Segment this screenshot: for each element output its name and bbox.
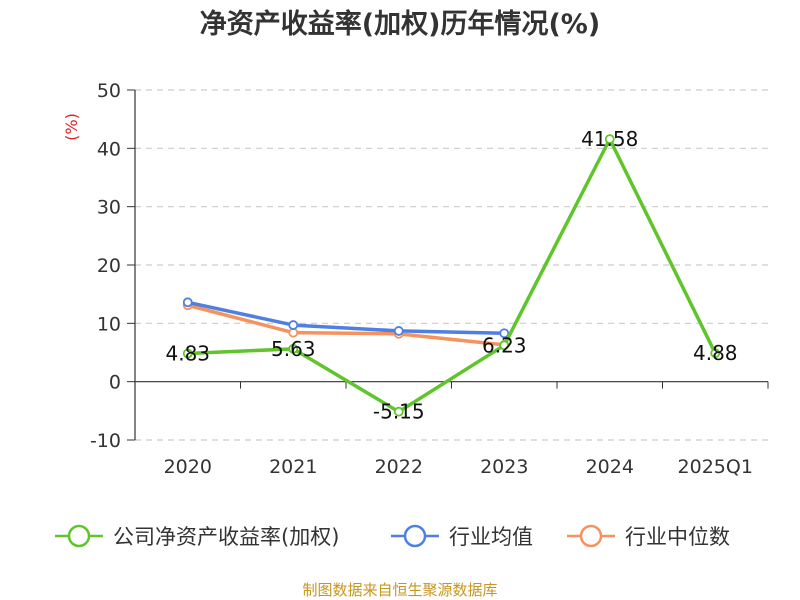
data-point-0: [182, 348, 193, 359]
data-point-0: [604, 134, 615, 145]
data-point-0: [393, 406, 404, 417]
legend-label: 行业均值: [449, 525, 533, 549]
data-labels: 4.83 5.63 -5.15 6.23 41.58 4.88: [165, 127, 737, 424]
data-point-0: [288, 343, 299, 354]
chart-title: 净资产收益率(加权)历年情况(%): [200, 8, 600, 40]
series-lines: [182, 134, 721, 417]
series-line-2: [187, 303, 505, 347]
data-label: 5.63: [271, 337, 316, 361]
legend-marker: [579, 524, 603, 548]
y-axis-unit-label: (%): [62, 113, 81, 141]
x-tick-label: 2025Q1: [678, 456, 753, 478]
legend-marker: [403, 524, 427, 548]
data-point-0: [710, 348, 721, 359]
data-label: 4.88: [693, 341, 738, 365]
data-point-1: [393, 326, 404, 336]
data-point-1: [499, 328, 510, 339]
data-point-1: [182, 297, 193, 308]
data-label: 41.58: [581, 127, 638, 151]
y-tick-label: 30: [97, 197, 121, 219]
y-tick-label: -10: [90, 430, 121, 452]
source-note: 制图数据来自恒生聚源数据库: [302, 581, 497, 599]
y-tick-label: 20: [97, 255, 121, 277]
y-tick-label: 50: [97, 80, 121, 102]
y-tick-label: 10: [97, 313, 121, 335]
x-tick-label: 2024: [586, 456, 634, 478]
series-line-0: [187, 137, 717, 414]
series-line-1: [187, 300, 505, 335]
x-tick-label: 2023: [480, 456, 528, 478]
legend: 公司净资产收益率(加权) 行业均值 行业中位数: [55, 524, 730, 549]
data-point-0: [499, 340, 510, 351]
legend-marker: [67, 524, 91, 548]
x-tick-label: 2022: [375, 456, 423, 478]
legend-label: 行业中位数: [625, 525, 730, 549]
data-label: 4.83: [165, 341, 210, 365]
legend-label: 公司净资产收益率(加权): [113, 525, 339, 549]
y-tick-label: 0: [109, 372, 121, 394]
data-point-1: [288, 320, 299, 330]
x-tick-label: 2021: [269, 456, 317, 478]
data-label: 6.23: [482, 333, 527, 357]
axes: 50 40 30 20 10 0 -10 2020 2021 2022 2023 2024 2025Q1: [90, 80, 769, 478]
data-label: -5.15: [373, 400, 425, 424]
y-tick-label: 40: [97, 138, 121, 160]
x-tick-label: 2020: [164, 456, 212, 478]
